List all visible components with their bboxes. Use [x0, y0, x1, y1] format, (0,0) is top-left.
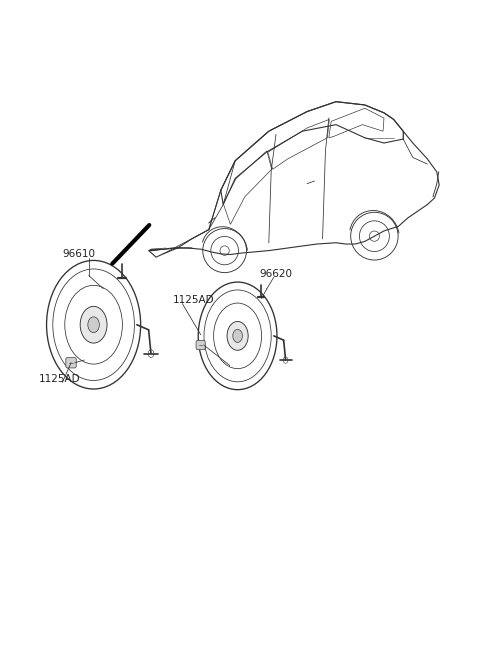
Circle shape [198, 282, 277, 390]
Circle shape [233, 329, 242, 342]
Text: 1125AD: 1125AD [173, 295, 215, 305]
Circle shape [148, 350, 154, 358]
FancyBboxPatch shape [66, 358, 76, 368]
Circle shape [47, 260, 141, 389]
FancyBboxPatch shape [196, 340, 205, 350]
Text: 96620: 96620 [259, 269, 292, 279]
Circle shape [283, 357, 288, 363]
Circle shape [80, 306, 107, 343]
Circle shape [227, 321, 248, 350]
Text: 1125AD: 1125AD [38, 374, 80, 384]
Circle shape [88, 317, 99, 333]
Text: 96610: 96610 [62, 249, 96, 259]
